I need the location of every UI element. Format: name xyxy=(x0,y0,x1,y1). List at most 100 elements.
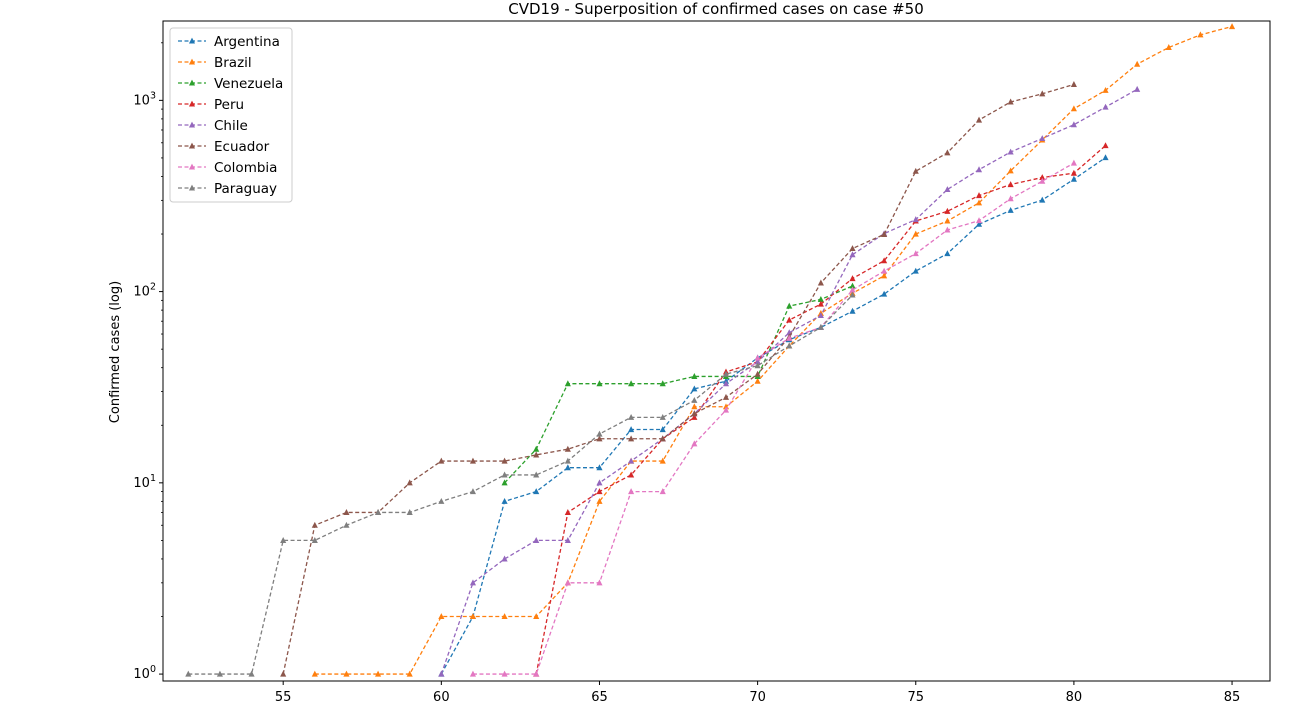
data-point-argentina xyxy=(596,464,603,471)
data-point-paraguay xyxy=(469,488,477,495)
data-point-venezuela xyxy=(786,302,793,309)
data-point-ecuador xyxy=(469,457,477,464)
data-point-brazil xyxy=(1165,44,1172,50)
data-point-brazil xyxy=(469,613,477,620)
data-point-chile xyxy=(501,555,508,562)
data-point-chile xyxy=(849,251,856,258)
data-point-colombia xyxy=(533,670,540,677)
legend-label: Argentina xyxy=(214,34,280,50)
data-point-brazil xyxy=(1007,167,1014,174)
data-point-brazil xyxy=(311,670,318,677)
x-tick-label: 75 xyxy=(907,690,924,705)
data-point-paraguay xyxy=(375,509,382,516)
y-axis-title: Confirmed cases (log) xyxy=(108,281,123,423)
data-point-peru xyxy=(849,275,856,282)
data-point-colombia xyxy=(722,406,730,413)
data-point-brazil xyxy=(1197,31,1204,38)
legend-item-peru: Peru xyxy=(178,97,244,113)
legend-label: Chile xyxy=(214,118,248,134)
legend-item-argentina: Argentina xyxy=(178,34,280,50)
data-point-venezuela xyxy=(817,296,824,302)
data-point-argentina xyxy=(501,497,508,504)
data-point-peru xyxy=(564,509,571,516)
series-paraguay xyxy=(185,291,856,677)
legend-marker xyxy=(188,58,196,65)
data-point-paraguay xyxy=(343,521,350,528)
legend: Argentina Brazil Venezuela Peru Chile Ecuador… xyxy=(169,27,293,203)
data-point-paraguay xyxy=(817,323,824,330)
data-point-peru xyxy=(628,471,635,478)
data-point-peru xyxy=(975,192,983,199)
data-point-brazil xyxy=(975,199,983,206)
data-point-chile xyxy=(628,457,635,464)
data-point-ecuador xyxy=(912,167,919,174)
data-point-brazil xyxy=(501,613,508,620)
data-point-ecuador xyxy=(628,435,635,442)
data-point-peru xyxy=(596,488,603,495)
y-axis: 100 101 102 103 xyxy=(133,42,163,682)
data-point-brazil xyxy=(944,217,951,224)
data-point-colombia xyxy=(1039,177,1046,184)
data-point-venezuela xyxy=(564,380,571,387)
legend-marker xyxy=(188,79,196,86)
data-point-venezuela xyxy=(628,380,635,387)
data-point-paraguay xyxy=(248,670,255,677)
plot-frame xyxy=(162,20,1271,682)
data-point-ecuador xyxy=(343,509,350,516)
data-point-argentina xyxy=(975,220,983,227)
data-point-colombia xyxy=(975,217,983,224)
data-point-paraguay xyxy=(533,471,540,478)
data-point-chile xyxy=(754,358,761,365)
data-point-brazil xyxy=(1102,86,1109,93)
data-point-ecuador xyxy=(1070,81,1077,88)
data-point-ecuador xyxy=(596,435,603,442)
series-line-paraguay xyxy=(188,294,853,675)
data-point-colombia xyxy=(944,226,951,233)
data-point-brazil xyxy=(1134,60,1141,67)
legend-box xyxy=(169,27,293,203)
data-point-ecuador xyxy=(311,521,318,528)
chart-title: CVD19 - Superposition of confirmed cases… xyxy=(508,0,924,18)
data-point-venezuela xyxy=(501,479,508,486)
data-point-colombia xyxy=(912,250,919,257)
data-point-argentina xyxy=(659,426,666,433)
data-point-brazil xyxy=(375,670,382,677)
series-line-brazil xyxy=(314,25,1233,675)
data-point-argentina xyxy=(1102,154,1109,161)
data-point-brazil xyxy=(406,670,413,677)
legend-label: Peru xyxy=(214,97,244,113)
data-point-paraguay xyxy=(501,471,508,478)
series-brazil xyxy=(311,23,1236,677)
data-point-chile xyxy=(1102,103,1109,110)
data-point-colombia xyxy=(1070,159,1077,166)
data-point-colombia xyxy=(754,354,761,361)
data-point-argentina xyxy=(1039,196,1046,203)
series-line-colombia xyxy=(472,162,1075,675)
data-point-chile xyxy=(975,166,983,173)
x-tick-label: 85 xyxy=(1224,690,1241,705)
data-point-colombia xyxy=(501,670,508,677)
data-point-argentina xyxy=(533,488,540,495)
data-point-peru xyxy=(1070,169,1077,176)
series-layer xyxy=(185,23,1236,677)
data-point-argentina xyxy=(628,426,635,433)
data-point-colombia xyxy=(659,488,666,495)
data-point-argentina xyxy=(912,267,919,274)
data-point-ecuador xyxy=(1007,98,1014,105)
data-point-argentina xyxy=(881,290,888,297)
data-point-colombia xyxy=(596,579,603,586)
data-point-brazil xyxy=(691,403,698,410)
data-point-colombia xyxy=(691,440,698,447)
data-point-paraguay xyxy=(280,537,287,543)
data-point-brazil xyxy=(881,272,888,279)
data-point-paraguay xyxy=(406,509,413,516)
y-tick-label: 103 xyxy=(133,90,156,108)
legend-label: Brazil xyxy=(214,55,252,71)
legend-item-colombia: Colombia xyxy=(178,160,277,176)
legend-item-chile: Chile xyxy=(178,118,248,134)
series-line-venezuela xyxy=(504,285,853,484)
legend-item-venezuela: Venezuela xyxy=(178,76,283,92)
legend-item-brazil: Brazil xyxy=(178,55,252,71)
legend-label: Colombia xyxy=(214,160,277,176)
